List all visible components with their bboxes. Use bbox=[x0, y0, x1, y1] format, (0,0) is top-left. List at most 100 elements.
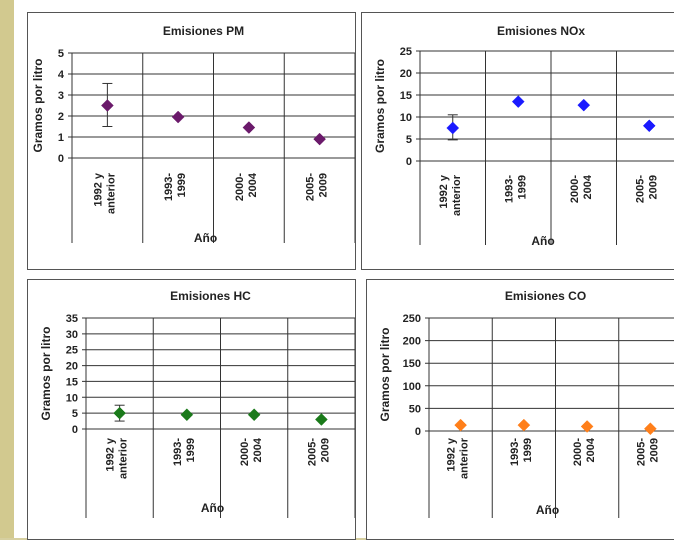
y-axis-title: Gramos por litro bbox=[31, 58, 45, 152]
x-tick-label-line: 2000- bbox=[234, 173, 246, 201]
data-point-marker bbox=[313, 132, 326, 146]
x-tick-label-line: 1992 y bbox=[105, 437, 117, 472]
x-tick-label: 1993-1999 bbox=[509, 438, 534, 466]
x-axis-title: Año bbox=[194, 231, 217, 245]
x-tick-label: 2000-2004 bbox=[234, 172, 259, 201]
x-tick-label-line: 2009 bbox=[648, 438, 660, 462]
data-point-marker bbox=[577, 98, 591, 112]
y-tick-label: 25 bbox=[400, 46, 412, 58]
data-point-marker bbox=[180, 408, 194, 422]
data-point-marker bbox=[446, 121, 460, 135]
y-tick-label: 30 bbox=[66, 329, 78, 341]
chart-title: Emisiones CO bbox=[505, 289, 586, 303]
y-tick-label: 200 bbox=[403, 336, 421, 348]
y-tick-label: 3 bbox=[58, 90, 64, 102]
x-tick-label-line: 1999 bbox=[176, 173, 188, 197]
x-tick-label-line: 2004 bbox=[252, 437, 264, 462]
data-point-marker bbox=[242, 121, 256, 134]
data-point-marker bbox=[247, 408, 261, 422]
x-tick-label-line: anterior bbox=[451, 174, 463, 216]
x-tick-label-line: 2000- bbox=[569, 175, 581, 203]
x-tick-label-line: 1993- bbox=[172, 438, 184, 466]
y-tick-label: 5 bbox=[406, 134, 412, 146]
x-tick-label: 1992 yanterior bbox=[92, 172, 117, 214]
x-tick-label-line: 2005- bbox=[635, 438, 647, 466]
x-tick-label: 2005-2009 bbox=[635, 438, 660, 466]
chart-svg-pm: Emisiones PM 0 1 2 3 4 5 Gramos por litro 1992 y… bbox=[31, 24, 355, 245]
y-tick-label: 15 bbox=[400, 90, 412, 102]
chart-panel-pm: Emisiones PM 0 1 2 3 4 5 Gramos por litro 1992 y… bbox=[27, 12, 356, 270]
x-tick-label: 2005-2009 bbox=[306, 438, 331, 466]
x-tick-label-line: anterior bbox=[118, 437, 130, 479]
y-tick-label: 5 bbox=[72, 408, 78, 420]
data-point-marker bbox=[642, 119, 656, 133]
y-axis-title: Gramos por litro bbox=[39, 326, 53, 420]
x-axis-title: Año bbox=[201, 501, 224, 515]
y-axis-title: Gramos por litro bbox=[378, 327, 392, 421]
x-tick-label-line: 1999 bbox=[522, 438, 534, 462]
x-tick-label: 2000-2004 bbox=[569, 174, 594, 203]
chart-panel-hc: Emisiones HC 0 5 10 15 20 25 30 35 Gramos por lit… bbox=[27, 279, 356, 540]
y-tick-label: 1 bbox=[58, 132, 64, 144]
x-axis-title: Año bbox=[536, 503, 559, 517]
y-tick-label: 20 bbox=[66, 361, 78, 373]
x-tick-label: 1993-1999 bbox=[503, 175, 528, 203]
x-tick-label-line: 1992 y bbox=[446, 437, 458, 472]
y-tick-label: 5 bbox=[58, 48, 64, 60]
y-tick-label: 150 bbox=[403, 358, 421, 370]
x-tick-label-line: 1999 bbox=[516, 175, 528, 199]
y-tick-label: 4 bbox=[58, 69, 65, 81]
y-tick-label: 10 bbox=[66, 392, 78, 404]
x-tick-label-line: 2005- bbox=[634, 175, 646, 203]
y-tick-label: 250 bbox=[403, 313, 421, 325]
chart-svg-hc: Emisiones HC 0 5 10 15 20 25 30 35 Gramos por lit… bbox=[39, 289, 355, 518]
x-tick-label: 2000-2004 bbox=[572, 437, 597, 466]
x-tick-label: 2000-2004 bbox=[239, 437, 264, 466]
y-tick-label: 20 bbox=[400, 68, 412, 80]
x-tick-label: 1992 yanterior bbox=[438, 174, 463, 216]
x-tick-label-line: 1992 y bbox=[92, 172, 104, 207]
x-tick-label-line: 2009 bbox=[319, 438, 331, 462]
x-tick-label-line: 1992 y bbox=[438, 174, 450, 209]
x-axis-title: Año bbox=[531, 234, 554, 248]
x-tick-label: 1992 yanterior bbox=[105, 437, 130, 479]
x-tick-label-line: 2005- bbox=[306, 438, 318, 466]
x-tick-label-line: anterior bbox=[105, 172, 117, 214]
x-tick-label-line: 1993- bbox=[509, 438, 521, 466]
chart-title: Emisiones NOx bbox=[497, 24, 585, 38]
x-tick-label-line: 2000- bbox=[572, 438, 584, 466]
x-tick-label: 1993-1999 bbox=[163, 173, 188, 201]
chart-svg-nox: Emisiones NOx 0 5 10 15 20 25 Gramos por litro 1… bbox=[373, 24, 674, 248]
chart-title: Emisiones PM bbox=[163, 24, 244, 38]
x-tick-label: 2005-2009 bbox=[634, 175, 659, 203]
x-tick-label-line: 2009 bbox=[647, 175, 659, 199]
left-decorative-band bbox=[0, 0, 14, 538]
y-tick-label: 50 bbox=[409, 403, 421, 415]
x-tick-label: 1993-1999 bbox=[172, 438, 197, 466]
x-tick-label-line: 2004 bbox=[585, 437, 597, 462]
x-tick-label-line: 2009 bbox=[318, 173, 330, 197]
y-tick-label: 35 bbox=[66, 313, 78, 325]
data-point-marker bbox=[580, 420, 594, 433]
data-point-marker bbox=[113, 406, 126, 420]
x-tick-label-line: 1993- bbox=[163, 173, 175, 201]
data-point-marker bbox=[315, 413, 328, 426]
x-tick-label-line: 2000- bbox=[239, 438, 251, 466]
x-tick-label-line: 1999 bbox=[185, 438, 197, 462]
data-point-marker bbox=[171, 110, 185, 124]
y-tick-label: 2 bbox=[58, 111, 64, 123]
y-tick-label: 15 bbox=[66, 376, 78, 388]
data-point-marker bbox=[644, 422, 657, 436]
y-tick-label: 25 bbox=[66, 345, 78, 357]
y-tick-label: 10 bbox=[400, 112, 412, 124]
y-axis-title: Gramos por litro bbox=[373, 59, 387, 153]
y-tick-label: 0 bbox=[58, 153, 64, 165]
x-tick-label: 1992 yanterior bbox=[446, 437, 471, 479]
chart-panel-nox: Emisiones NOx 0 5 10 15 20 25 Gramos por litro 1… bbox=[361, 12, 674, 270]
data-point-marker bbox=[454, 418, 467, 432]
x-tick-label-line: 2004 bbox=[247, 172, 259, 197]
y-tick-label: 100 bbox=[403, 381, 421, 393]
x-tick-label-line: 2005- bbox=[305, 173, 317, 201]
x-tick-label-line: 1993- bbox=[503, 175, 515, 203]
data-point-marker bbox=[517, 418, 531, 432]
